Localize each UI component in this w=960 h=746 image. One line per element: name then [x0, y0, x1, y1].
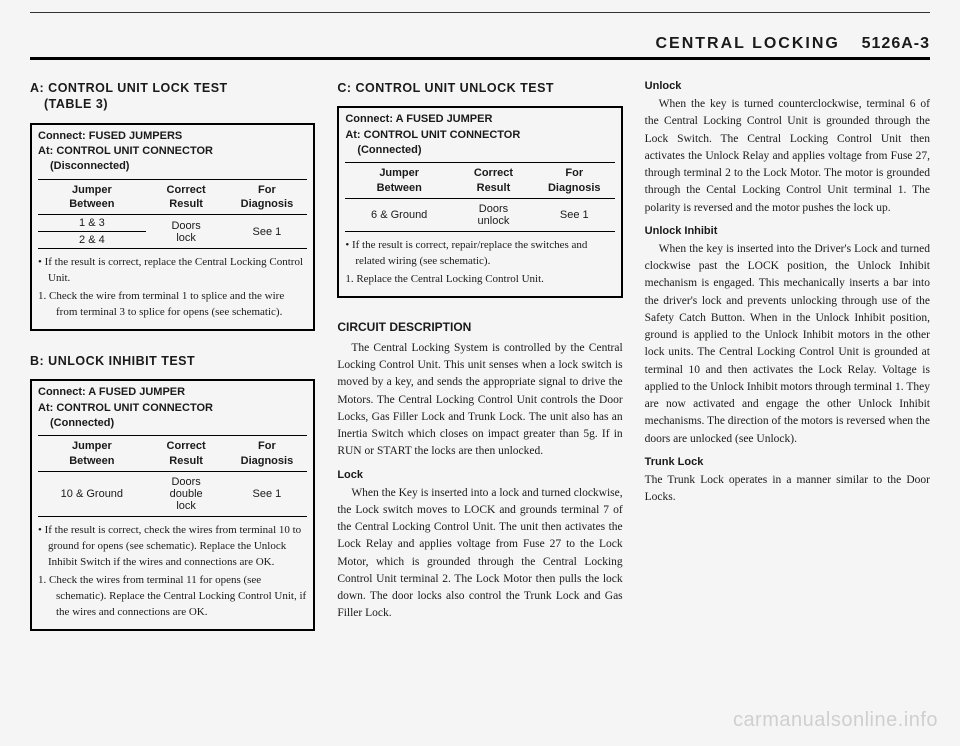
trunk-p: The Trunk Lock operates in a manner simi…: [645, 472, 930, 507]
col-result-c: Correct Result: [453, 163, 534, 199]
cell-diag: See 1: [227, 215, 308, 249]
col-result-b: Correct Result: [146, 436, 227, 472]
cell-result-c: Doors unlock: [453, 199, 534, 232]
test-a-box: Connect: FUSED JUMPERS At: CONTROL UNIT …: [30, 123, 315, 332]
column-middle: C: CONTROL UNIT UNLOCK TEST Connect: A F…: [337, 80, 622, 653]
box-c-head: Connect: A FUSED JUMPER At: CONTROL UNIT…: [345, 112, 614, 158]
box-c-notes: If the result is correct, repair/replace…: [345, 238, 614, 288]
box-c-bullet: If the result is correct, repair/replace…: [345, 238, 614, 270]
col-diag-c: For Diagnosis: [534, 163, 615, 199]
col-jumper: Jumper Between: [38, 179, 146, 215]
unlock-inhibit-title: Unlock Inhibit: [645, 225, 930, 237]
top-rule: [30, 12, 930, 13]
page-number: 5126A-3: [862, 35, 930, 52]
box-a-num1: 1. Check the wire from terminal 1 to spl…: [38, 289, 307, 321]
table-b-header: Jumper Between Correct Result For Diagno…: [38, 436, 307, 472]
box-b-connect: Connect: A FUSED JUMPER: [38, 385, 307, 400]
table-a: Jumper Between Correct Result For Diagno…: [38, 179, 307, 250]
box-b-state: (Connected): [50, 416, 307, 431]
box-a-head: Connect: FUSED JUMPERS At: CONTROL UNIT …: [38, 129, 307, 175]
table-c: Jumper Between Correct Result For Diagno…: [345, 162, 614, 232]
box-c-num1: 1. Replace the Central Locking Control U…: [345, 272, 614, 288]
watermark: carmanualsonline.info: [733, 709, 938, 732]
box-a-bullet: If the result is correct, replace the Ce…: [38, 255, 307, 287]
box-b-notes: If the result is correct, check the wire…: [38, 523, 307, 621]
test-a-title-line1: A: CONTROL UNIT LOCK TEST: [30, 81, 228, 95]
circuit-description-body: The Central Locking System is controlled…: [337, 340, 622, 461]
main-columns: A: CONTROL UNIT LOCK TEST (TABLE 3) Conn…: [30, 80, 930, 653]
test-b-title: B: UNLOCK INHIBIT TEST: [30, 353, 315, 369]
box-a-connect: Connect: FUSED JUMPERS: [38, 129, 307, 144]
table-b: Jumper Between Correct Result For Diagno…: [38, 435, 307, 517]
box-a-at: At: CONTROL UNIT CONNECTOR: [38, 144, 307, 159]
box-b-head: Connect: A FUSED JUMPER At: CONTROL UNIT…: [38, 385, 307, 431]
col-diag-b: For Diagnosis: [227, 436, 308, 472]
circuit-description-title: CIRCUIT DESCRIPTION: [337, 320, 622, 334]
table-b-row: 10 & Ground Doors double lock See 1: [38, 472, 307, 517]
table-c-row: 6 & Ground Doors unlock See 1: [345, 199, 614, 232]
box-c-at: At: CONTROL UNIT CONNECTOR: [345, 128, 614, 143]
unlock-p: When the key is turned counterclockwise,…: [645, 96, 930, 217]
lock-body: When the Key is inserted into a lock and…: [337, 485, 622, 623]
table-c-header: Jumper Between Correct Result For Diagno…: [345, 163, 614, 199]
box-b-bullet: If the result is correct, check the wire…: [38, 523, 307, 571]
test-c-box: Connect: A FUSED JUMPER At: CONTROL UNIT…: [337, 106, 622, 298]
cell-jb: 1 & 3 2 & 4: [38, 215, 146, 249]
test-c-title: C: CONTROL UNIT UNLOCK TEST: [337, 80, 622, 96]
circuit-p1: The Central Locking System is controlled…: [337, 340, 622, 461]
column-right: Unlock When the key is turned counterclo…: [645, 80, 930, 653]
lock-title: Lock: [337, 469, 622, 481]
test-a-title: A: CONTROL UNIT LOCK TEST (TABLE 3): [30, 80, 315, 113]
unlock-inhibit-body: When the key is inserted into the Driver…: [645, 241, 930, 448]
trunk-lock-body: The Trunk Lock operates in a manner simi…: [645, 472, 930, 507]
section-title: CENTRAL LOCKING: [655, 35, 839, 52]
box-c-state: (Connected): [357, 143, 614, 158]
cell-diag-b: See 1: [227, 472, 308, 517]
unlock-body: When the key is turned counterclockwise,…: [645, 96, 930, 217]
col-jumper-b: Jumper Between: [38, 436, 146, 472]
box-a-notes: If the result is correct, replace the Ce…: [38, 255, 307, 321]
table-a-header: Jumper Between Correct Result For Diagno…: [38, 179, 307, 215]
page-header: CENTRAL LOCKING 5126A-3: [30, 35, 930, 60]
cell-jb-c: 6 & Ground: [345, 199, 453, 232]
unlock-title: Unlock: [645, 80, 930, 92]
lock-p: When the Key is inserted into a lock and…: [337, 485, 622, 623]
col-jumper-c: Jumper Between: [345, 163, 453, 199]
col-diag: For Diagnosis: [227, 179, 308, 215]
box-b-at: At: CONTROL UNIT CONNECTOR: [38, 401, 307, 416]
col-result: Correct Result: [146, 179, 227, 215]
cell-result: Doors lock: [146, 215, 227, 249]
inhibit-p: When the key is inserted into the Driver…: [645, 241, 930, 448]
test-b-box: Connect: A FUSED JUMPER At: CONTROL UNIT…: [30, 379, 315, 630]
cell-jb2: 2 & 4: [38, 232, 146, 248]
column-left: A: CONTROL UNIT LOCK TEST (TABLE 3) Conn…: [30, 80, 315, 653]
cell-diag-c: See 1: [534, 199, 615, 232]
test-a-title-line2: (TABLE 3): [44, 97, 108, 111]
box-a-state: (Disconnected): [50, 159, 307, 174]
cell-jb1: 1 & 3: [38, 215, 146, 232]
box-b-num1: 1. Check the wires from terminal 11 for …: [38, 573, 307, 621]
cell-result-b: Doors double lock: [146, 472, 227, 517]
trunk-lock-title: Trunk Lock: [645, 456, 930, 468]
box-c-connect: Connect: A FUSED JUMPER: [345, 112, 614, 127]
cell-jb-b: 10 & Ground: [38, 472, 146, 517]
table-a-row: 1 & 3 2 & 4 Doors lock See 1: [38, 215, 307, 249]
